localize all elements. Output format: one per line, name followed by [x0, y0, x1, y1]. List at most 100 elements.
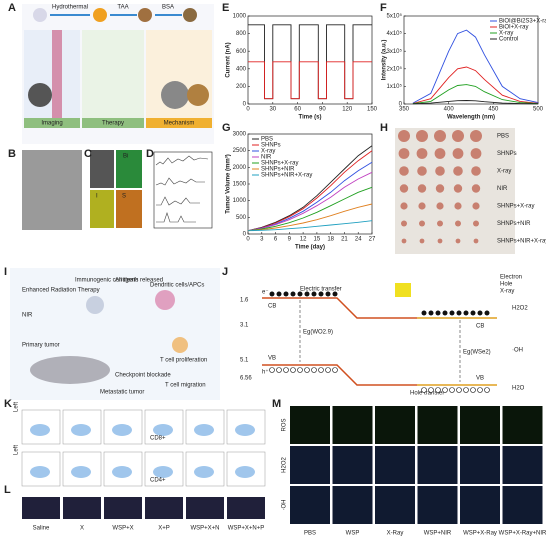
y-axis-label: Current (nA) [226, 42, 232, 77]
panel-label: A [8, 2, 16, 14]
j-label: Eg(WSe2) [463, 350, 491, 356]
k-axis: Left [14, 445, 20, 455]
series-line [412, 29, 539, 104]
x-axis-label: Time (s) [299, 115, 322, 121]
tumor [400, 202, 408, 210]
m-row: ROS [282, 418, 288, 431]
element: S [122, 194, 126, 200]
m-image [417, 406, 458, 444]
tumor [452, 130, 464, 142]
j-legend: X-ray [500, 289, 514, 295]
flow-cloud [194, 424, 214, 436]
tumor [401, 220, 407, 227]
tumor [416, 130, 428, 142]
m-row: H2O2 [282, 457, 288, 473]
plot-frame [247, 15, 373, 105]
x-tick-label: 18 [327, 237, 334, 243]
y-tick-label: 0 [243, 102, 247, 108]
x-tick-label: 12 [300, 237, 307, 243]
hole [290, 367, 296, 373]
y-tick-label: 4x10⁵ [387, 30, 403, 37]
tumor [455, 220, 461, 227]
particle [138, 8, 152, 22]
l-image [186, 497, 224, 519]
y-tick-label: 400 [236, 66, 247, 72]
m-group: WSP [346, 531, 360, 537]
tumor [419, 220, 425, 227]
electron [276, 291, 282, 297]
i-label: T cell migration [165, 383, 206, 389]
electron [269, 291, 275, 297]
section-bar [146, 118, 212, 128]
tem-image [22, 150, 82, 230]
m-image [290, 486, 330, 524]
flow-cloud [71, 424, 91, 436]
i-label: T cell proliferation [160, 358, 207, 364]
h-group: PBS [497, 134, 509, 140]
x-tick-label: 6 [274, 237, 278, 243]
y-tick-label: 3x10⁵ [387, 48, 403, 55]
electron [449, 310, 455, 316]
y-tick-label: 2x10⁵ [387, 65, 403, 72]
x-tick-label: 9 [288, 237, 292, 243]
band-edges [417, 317, 497, 386]
panel-label: J [222, 266, 228, 278]
eds-image [116, 150, 142, 188]
series-line [248, 61, 372, 100]
vessel [52, 30, 62, 128]
x-tick-label: 450 [488, 107, 499, 113]
h-group: SHNPs [497, 151, 517, 157]
tumor [434, 130, 446, 142]
panel-label: H [380, 122, 388, 134]
y-tick-label: 2500 [233, 148, 247, 154]
k-row: CD8+ [150, 436, 166, 442]
hole [269, 367, 275, 373]
tumor [455, 238, 461, 244]
j-energy: 5.1 [240, 358, 249, 364]
m-image [460, 486, 500, 524]
electron [442, 310, 448, 316]
x-tick-label: 150 [367, 107, 378, 113]
tumor [398, 130, 410, 142]
l-image [63, 497, 101, 519]
y-axis-label: Tumor Volume (mm³) [225, 154, 232, 213]
l-group: WSP+X+N+P [228, 526, 265, 532]
flow-cloud [112, 424, 132, 436]
y-tick-label: 200 [236, 84, 247, 90]
series-line [412, 84, 539, 105]
legend-label: X-ray [261, 149, 275, 155]
legend-label: Control [499, 37, 518, 43]
gap-arrows [299, 300, 461, 382]
j-label: h⁺ [262, 369, 269, 376]
m-image [460, 446, 500, 484]
xray-icon [395, 283, 411, 297]
m-row: ·OH [282, 500, 288, 511]
mouse [30, 356, 110, 384]
x-tick-label: 120 [342, 107, 353, 113]
precursor [33, 8, 47, 22]
j-label: CB [268, 304, 276, 310]
hole [421, 387, 427, 393]
series-line [247, 203, 373, 232]
k-row: CD4+ [150, 478, 166, 484]
tumor [473, 238, 479, 244]
y-axis-label: Intensity (a.u.) [382, 40, 388, 81]
series-line [247, 161, 373, 232]
flow-cloud [153, 466, 173, 478]
legend-label: SHNPs [261, 143, 281, 149]
panel-label: B [8, 148, 16, 160]
j-label: Hole transfer [410, 391, 444, 397]
electron [477, 310, 483, 316]
i-label: Antigens released [115, 278, 163, 284]
flow-cloud [71, 466, 91, 478]
tumor [472, 202, 480, 210]
l-image [145, 497, 183, 519]
flow-cloud [153, 424, 173, 436]
hole [477, 387, 483, 393]
l-image [227, 497, 265, 519]
plot-frame [403, 15, 539, 105]
m-image [502, 406, 543, 444]
electron [435, 310, 441, 316]
tumor [437, 238, 443, 244]
panel-label: M [272, 398, 281, 410]
